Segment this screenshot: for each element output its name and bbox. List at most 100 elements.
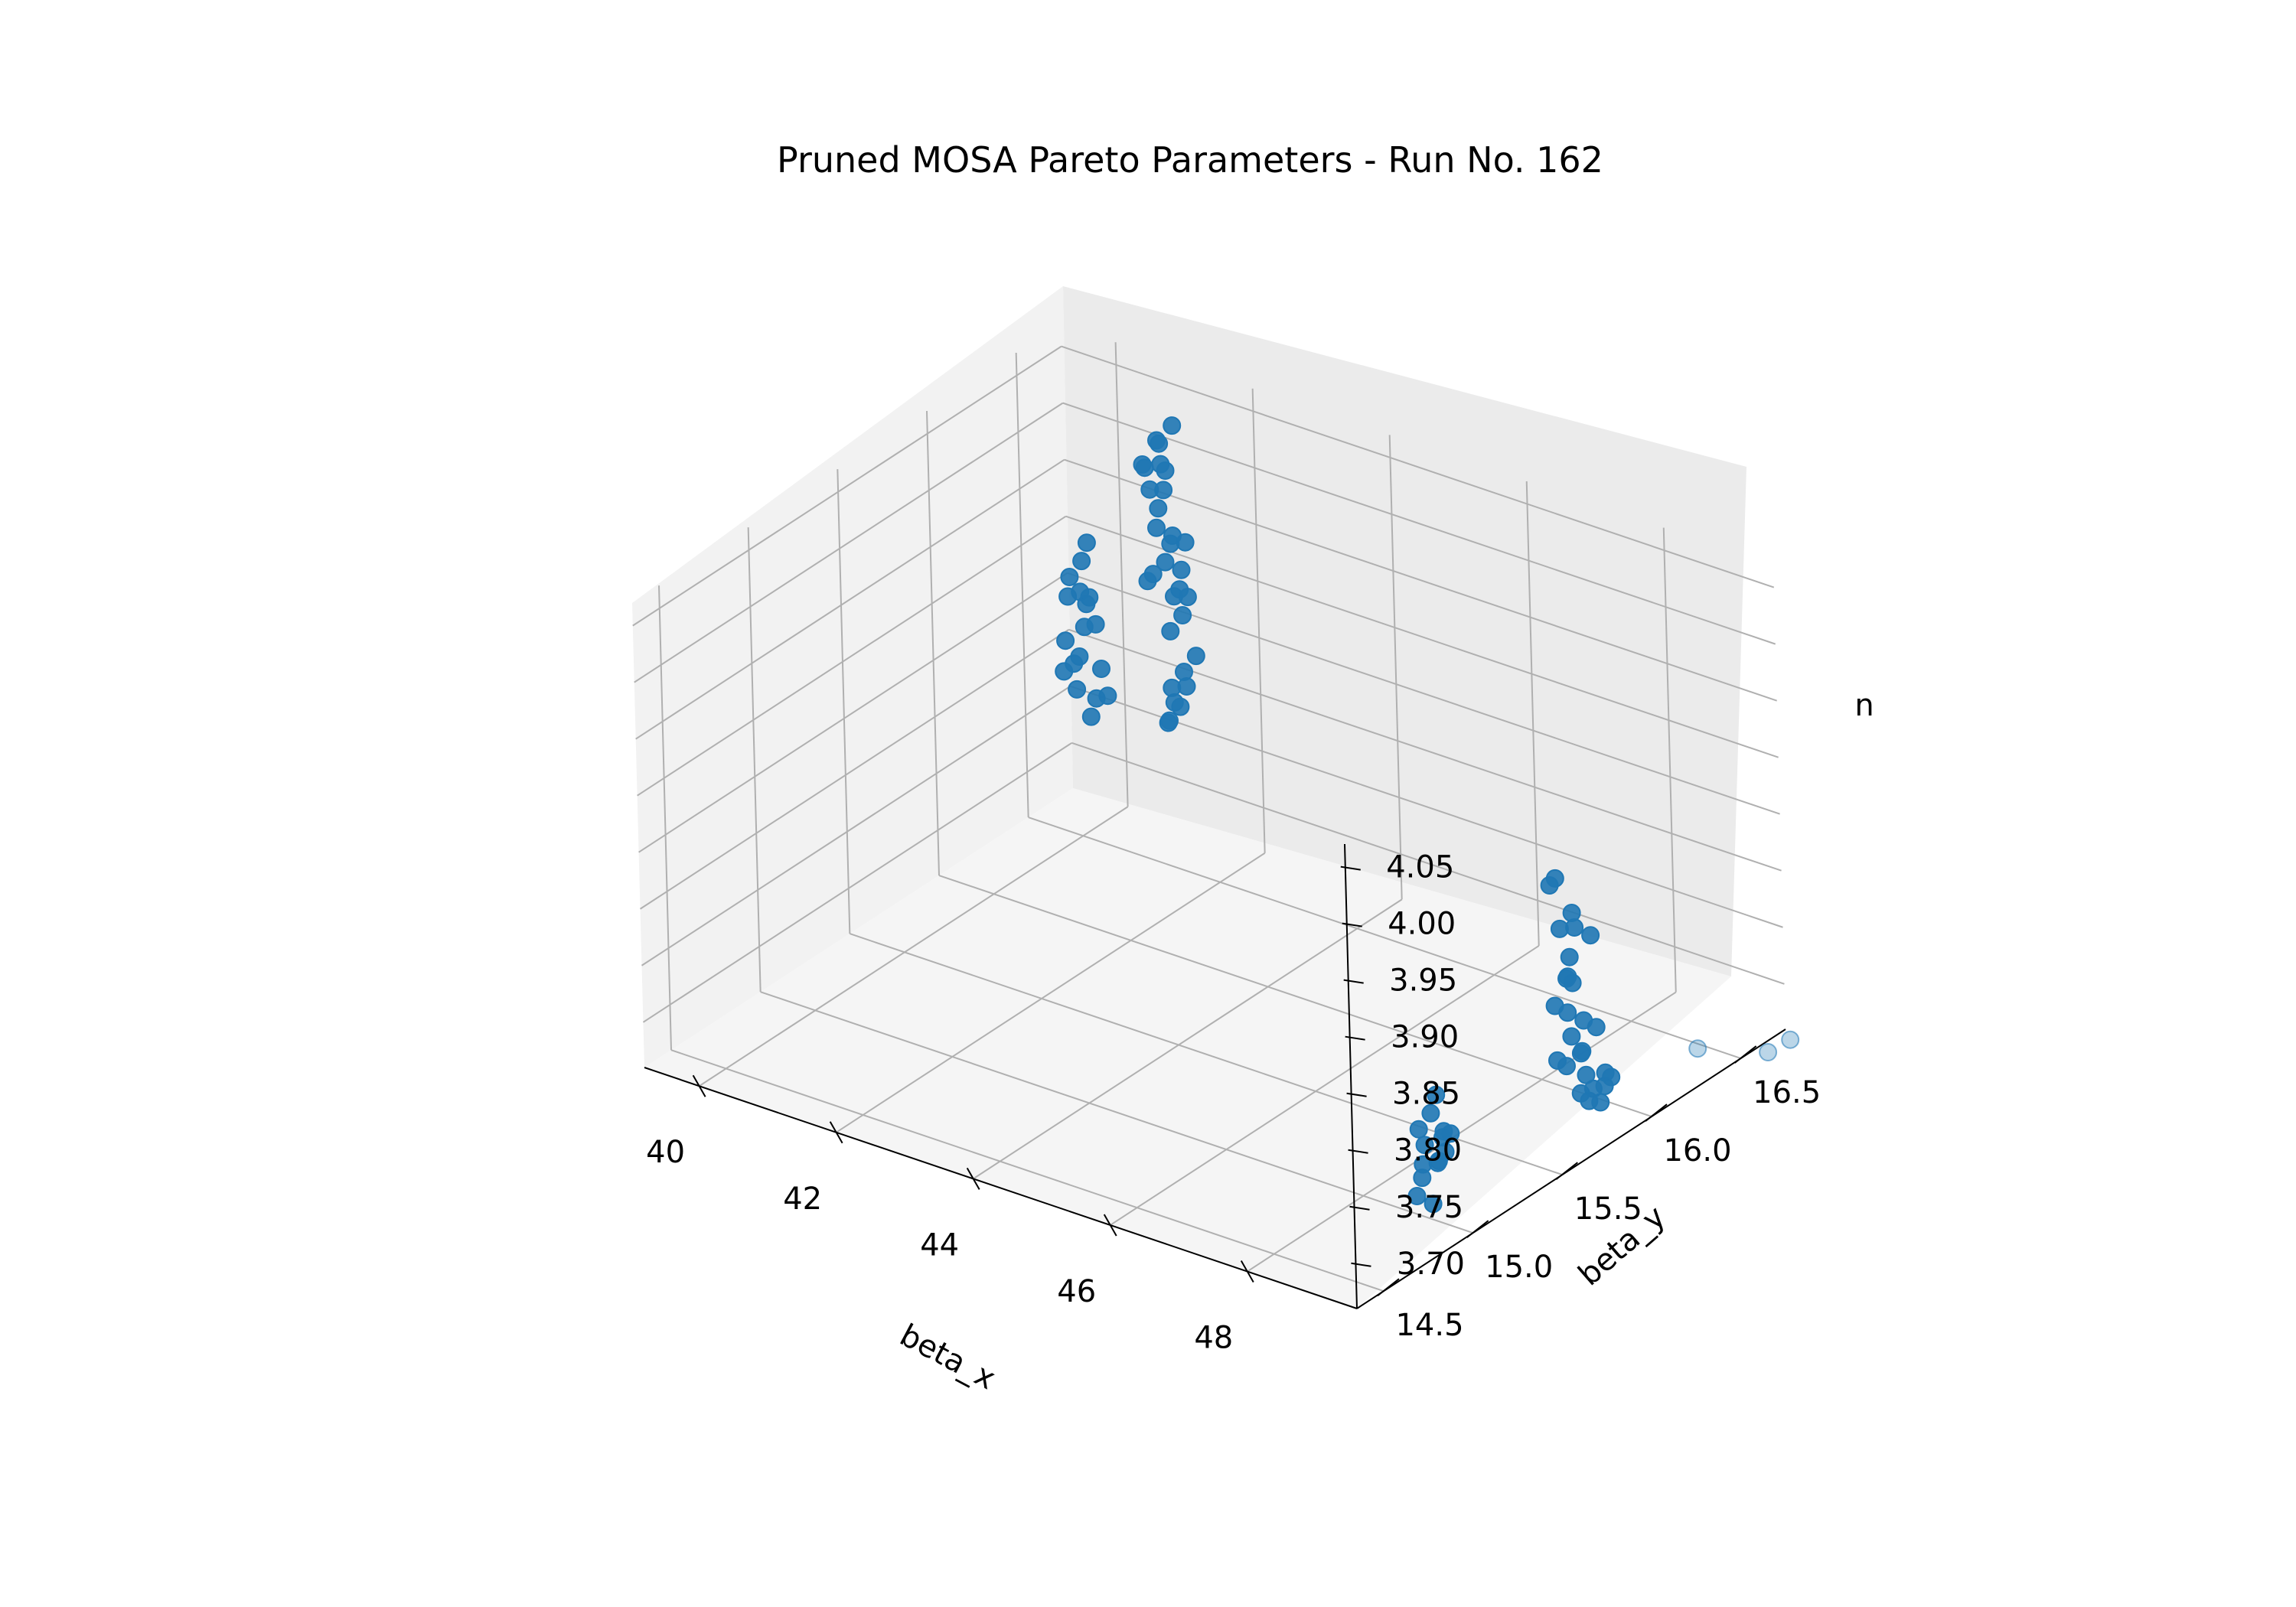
z-gridline-left (635, 458, 1065, 740)
x-gridline-floor (1247, 991, 1677, 1273)
data-point (1149, 499, 1168, 518)
z-tick-label: 4.05 (1386, 850, 1454, 885)
data-point (1068, 680, 1087, 699)
y-tick-label: 15.5 (1574, 1191, 1642, 1227)
data-point (1424, 1195, 1443, 1214)
z-gridline-left (638, 572, 1068, 853)
data-point (1138, 572, 1157, 591)
data-point (1409, 1120, 1428, 1139)
data-point (1071, 582, 1090, 601)
y-tick-mark (1645, 1103, 1668, 1122)
z-tick-label: 3.80 (1394, 1133, 1462, 1169)
data-point (1441, 1124, 1460, 1143)
x-gridline-wall (1251, 388, 1266, 853)
data-point (1186, 647, 1205, 666)
x-tick-mark (829, 1121, 843, 1144)
data-point (1688, 1039, 1707, 1058)
data-point (1421, 1103, 1440, 1123)
data-point (1558, 1003, 1577, 1022)
tick-labels: 40 42 44 46 48 14.5 15.0 15.5 16.0 16.5 3.70 3.75 3.… (646, 850, 1821, 1356)
data-point (1086, 614, 1105, 634)
y-gridline-floor (1028, 817, 1741, 1059)
data-point (1571, 1044, 1590, 1063)
z-tick-mark (1351, 1262, 1371, 1267)
z-tick-label: 3.95 (1389, 963, 1457, 999)
data-point (1581, 926, 1600, 945)
z-gridline-left (634, 402, 1064, 683)
z-tick-mark (1348, 1149, 1368, 1154)
z-gridline-back (1070, 685, 1783, 928)
data-point (1072, 552, 1091, 571)
data-point (1176, 533, 1195, 552)
data-point (1540, 876, 1559, 895)
data-point (1161, 621, 1180, 641)
y-tick-label: 16.0 (1663, 1133, 1731, 1169)
x-tick-label: 48 (1194, 1321, 1233, 1356)
x-gridline-wall (1662, 527, 1677, 993)
data-point (1565, 918, 1584, 937)
y-gridline-wall (1015, 352, 1029, 818)
data-point (1177, 677, 1196, 696)
z-tick-label: 3.85 (1392, 1077, 1460, 1112)
x-tick-mark (966, 1167, 980, 1190)
z-tick-mark (1346, 1092, 1367, 1097)
z-gridline-back (1065, 515, 1779, 758)
data-point (1587, 1018, 1606, 1037)
z-tick-mark (1345, 1035, 1365, 1041)
data-point (1140, 480, 1159, 499)
z-gridline-back (1061, 345, 1775, 588)
x-gridline-wall (1114, 342, 1129, 807)
z-gridline-back (1064, 458, 1778, 702)
back-pane (632, 286, 1073, 1068)
data-point (1147, 518, 1166, 537)
z-tick-mark (1349, 1205, 1370, 1211)
data-point (1060, 568, 1079, 586)
z-axis-label: n (1854, 688, 1874, 723)
data-point (1065, 654, 1084, 673)
data-point (1159, 713, 1178, 732)
x-gridline-wall (1525, 481, 1540, 946)
data-point (1595, 1077, 1614, 1096)
x-tick-label: 42 (783, 1182, 822, 1217)
data-point (1415, 1136, 1434, 1155)
data-point (1560, 947, 1579, 966)
data-point (1092, 660, 1110, 678)
z-tick-mark (1342, 922, 1362, 927)
data-point (1171, 697, 1190, 716)
z-gridline-left (637, 515, 1067, 797)
data-point (1172, 560, 1191, 579)
x-tick-mark (692, 1074, 706, 1097)
x-gridline-floor (836, 852, 1266, 1133)
y-gridline-floor (670, 1049, 1384, 1292)
z-tick-label: 3.70 (1397, 1247, 1465, 1282)
y-tick-mark (1734, 1045, 1757, 1064)
z-tick-label: 3.75 (1395, 1190, 1463, 1225)
x-axis-line (644, 1067, 1358, 1309)
z-gridline-left (632, 345, 1062, 627)
data-point (1056, 631, 1075, 650)
y-tick-mark (1377, 1278, 1400, 1296)
z-gridline-back (1071, 742, 1785, 985)
data-point (1173, 606, 1192, 624)
data-point (1562, 1027, 1581, 1046)
data-point (1147, 431, 1166, 450)
scatter-points (1055, 416, 1800, 1214)
data-point (1081, 707, 1101, 726)
y-gridline-wall (837, 469, 851, 934)
x-gridline-wall (1388, 435, 1403, 900)
data-point (1133, 455, 1152, 474)
x-tick-label: 44 (920, 1227, 959, 1263)
data-point (1178, 588, 1197, 607)
data-point (1413, 1169, 1432, 1188)
x-gridline-floor (699, 806, 1129, 1087)
z-axis-line (1344, 843, 1358, 1309)
data-point (1759, 1043, 1778, 1061)
x-tick-mark (1240, 1260, 1254, 1283)
data-point (1156, 553, 1175, 572)
data-point (1429, 1152, 1448, 1170)
y-tick-label: 15.0 (1485, 1250, 1553, 1285)
y-tick-mark (1466, 1220, 1489, 1238)
data-point (1548, 1051, 1567, 1070)
z-gridline-left (639, 628, 1070, 910)
